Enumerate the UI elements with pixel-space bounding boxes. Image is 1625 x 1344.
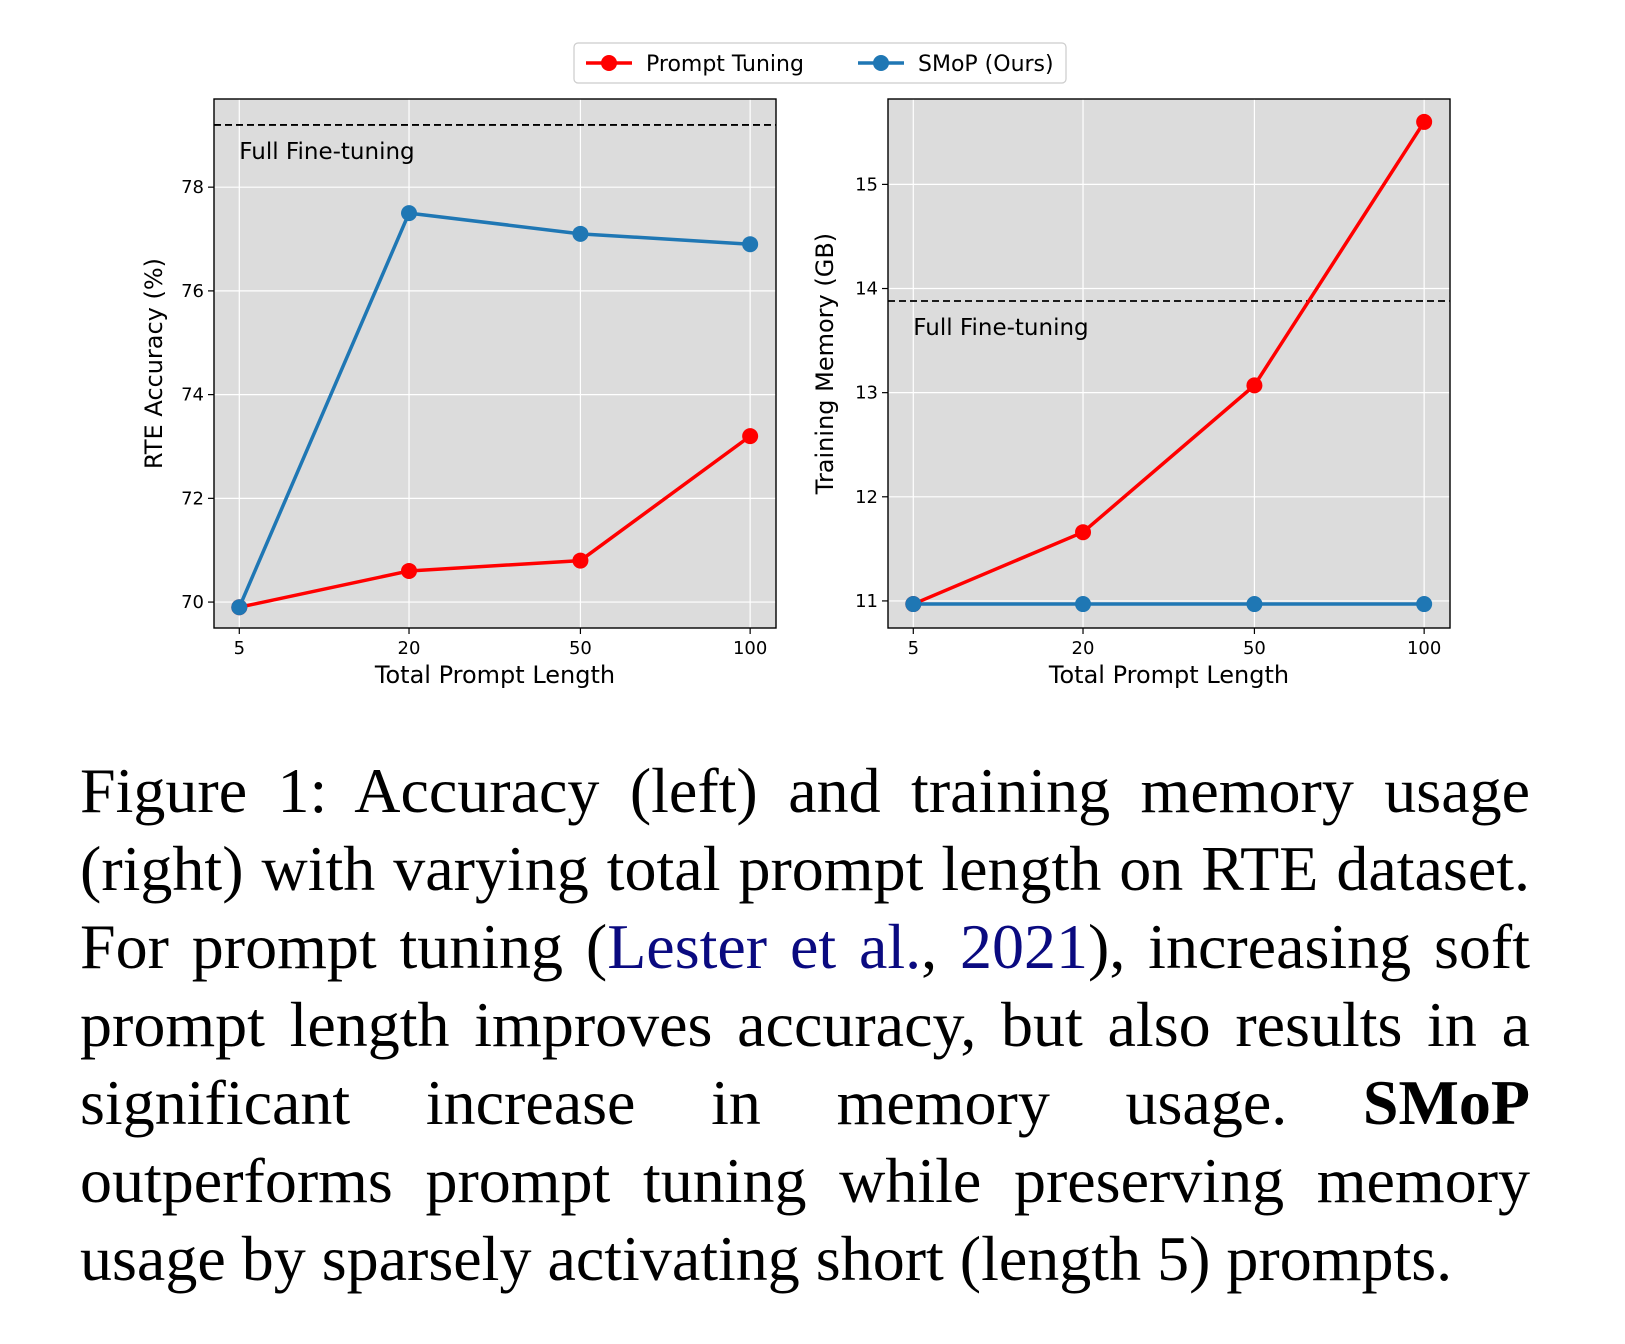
data-point-smop (1075, 596, 1092, 613)
data-point-prompt-tuning (1075, 524, 1092, 541)
series-line-prompt-tuning (238, 434, 752, 609)
x-tick-label: 50 (1243, 638, 1266, 659)
x-tick-label: 5 (908, 638, 919, 659)
data-point-smop (742, 236, 759, 253)
legend-label: Prompt Tuning (646, 52, 804, 77)
full-finetuning-label: Full Fine-tuning (239, 139, 414, 165)
data-point-prompt-tuning (1246, 377, 1263, 394)
caption-text-1: Figure 1: Accuracy (left) and training m… (80, 755, 1530, 982)
y-tick-label: 12 (855, 487, 878, 508)
y-tick-label: 70 (181, 592, 204, 613)
data-point-prompt-tuning (1416, 113, 1433, 130)
caption-citation-separator: , (921, 911, 960, 982)
y-axis-label: RTE Accuracy (%) (140, 258, 168, 469)
y-tick-label: 14 (855, 279, 878, 300)
data-point-prompt-tuning (742, 428, 759, 445)
x-tick-label: 20 (1072, 638, 1095, 659)
figure-caption: Figure 1: Accuracy (left) and training m… (80, 752, 1530, 1298)
caption-text-3: outperforms prompt tuning while preservi… (80, 1145, 1530, 1294)
caption-method-name: SMoP (1362, 1067, 1530, 1138)
x-tick-label: 100 (733, 638, 767, 659)
y-tick-label: 15 (855, 174, 878, 195)
data-point-prompt-tuning (401, 562, 418, 579)
y-tick-label: 74 (181, 385, 204, 406)
chart-panel-1: 5 20 50 100 70 72 74 76 78 Full Fine-tuning Total … (140, 98, 777, 689)
x-tick-label: 100 (1407, 638, 1441, 659)
data-point-smop (1246, 596, 1263, 613)
citation-year-link[interactable]: 2021 (960, 911, 1088, 982)
data-point-smop (1416, 596, 1433, 613)
x-axis-label: Total Prompt Length (1048, 661, 1289, 689)
citation-author-link[interactable]: Lester et al. (607, 911, 922, 982)
caption-text-2: ), increasing soft prompt length improve… (80, 911, 1530, 1138)
y-tick-label: 72 (181, 488, 204, 509)
plot-frame (887, 98, 1451, 629)
x-tick-label: 50 (569, 638, 592, 659)
x-tick-label: 20 (398, 638, 421, 659)
figure-svg: 5 20 50 100 70 72 74 76 78 Full Fine-tuning Total … (140, 42, 1451, 689)
x-tick-label: 5 (234, 638, 245, 659)
y-tick-label: 78 (181, 177, 204, 198)
y-tick-label: 13 (855, 383, 878, 404)
data-point-smop (905, 596, 922, 613)
series-line-smop (237, 211, 751, 608)
legend: Prompt Tuning SMoP (Ours) (573, 42, 1067, 84)
data-point-smop (572, 225, 589, 242)
figure: 5 20 50 100 70 72 74 76 78 Full Fine-tuning Total … (140, 42, 1451, 689)
full-finetuning-label: Full Fine-tuning (913, 315, 1088, 341)
plot-frame (213, 98, 777, 629)
chart-panel-2: 5 20 50 100 11 12 13 14 15 Full Fine-tuning Total … (811, 98, 1451, 689)
series-line-prompt-tuning (912, 120, 1426, 606)
data-point-smop (401, 205, 418, 222)
legend-marker (873, 55, 889, 71)
data-point-prompt-tuning (572, 552, 589, 569)
legend-label: SMoP (Ours) (918, 52, 1054, 77)
plot-background (888, 99, 1450, 628)
x-axis-label: Total Prompt Length (374, 661, 615, 689)
plot-background (214, 99, 776, 628)
legend-marker (601, 55, 617, 71)
legend-box (573, 42, 1067, 84)
data-point-smop (231, 599, 248, 616)
y-tick-label: 11 (855, 591, 878, 612)
y-axis-label: Training Memory (GB) (811, 233, 839, 495)
y-tick-label: 76 (181, 281, 204, 302)
